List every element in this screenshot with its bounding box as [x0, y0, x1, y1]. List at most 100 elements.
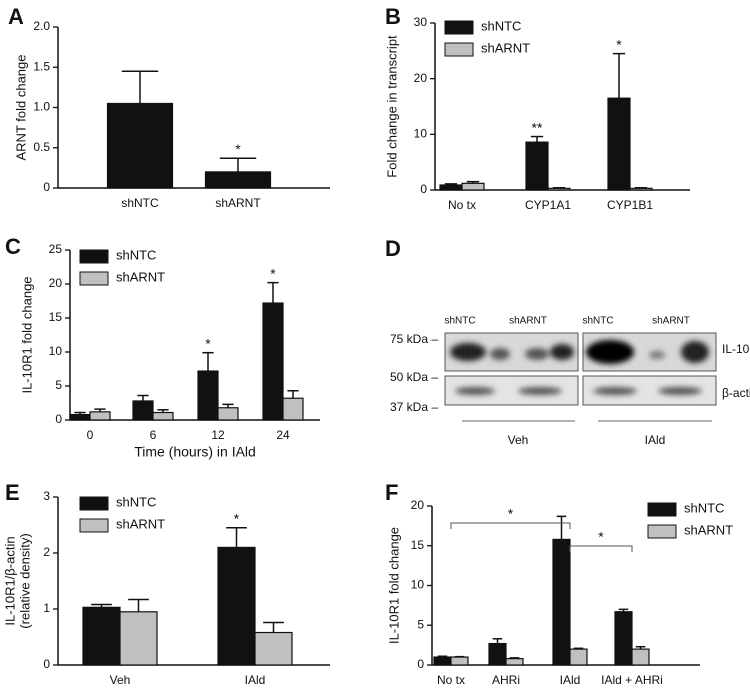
bracket — [569, 545, 633, 552]
panel-letter: E — [5, 480, 20, 505]
x-tick-label: 24 — [276, 428, 290, 442]
marker-label: 75 kDa – — [390, 332, 438, 346]
y-tick-label: 0 — [420, 182, 427, 196]
y-tick-label: 1.0 — [33, 100, 50, 114]
y-axis-label: ARNT fold change — [13, 55, 28, 161]
lane-label: shARNT — [509, 316, 547, 327]
legend-label: shNTC — [116, 247, 156, 262]
lane-label: shARNT — [652, 316, 690, 327]
marker-label: 50 kDa – — [390, 370, 438, 384]
bracket — [450, 522, 571, 529]
y-axis-label: IL-10R1/β-actin — [2, 536, 17, 625]
y-tick-label: 20 — [49, 276, 63, 290]
y-axis-label: IL-10R1 fold change — [386, 527, 401, 644]
x-axis-label: Time (hours) in IAld — [134, 444, 256, 460]
x-tick-label: CYP1B1 — [607, 198, 653, 212]
bar — [505, 658, 524, 666]
bar — [82, 606, 121, 666]
legend-label: shARNT — [684, 522, 733, 537]
legend-label: shNTC — [684, 500, 724, 515]
y-tick-label: 10 — [414, 127, 428, 141]
y-axis-label: (relative density) — [17, 533, 32, 628]
x-tick-label: AHRi — [492, 673, 520, 685]
legend-label: shNTC — [481, 18, 521, 33]
legend-swatch — [79, 496, 109, 511]
panel-letter: D — [385, 236, 401, 261]
y-tick-label: 5 — [55, 378, 62, 392]
legend-label: shARNT — [481, 40, 530, 55]
x-tick-label: IAld + AHRi — [601, 673, 663, 685]
legend-swatch — [79, 271, 109, 286]
lane-label: shNTC — [582, 316, 613, 327]
significance: * — [598, 529, 604, 545]
y-tick-label: 0 — [417, 657, 424, 671]
x-tick-label: No tx — [448, 198, 476, 212]
significance: * — [508, 506, 514, 522]
bar — [132, 400, 154, 421]
x-tick-label: 0 — [87, 428, 94, 442]
significance: * — [235, 141, 241, 157]
legend-swatch — [647, 524, 677, 539]
bar — [89, 411, 111, 421]
legend-label: shARNT — [116, 269, 165, 284]
x-tick-label: CYP1A1 — [525, 198, 571, 212]
bar — [433, 656, 452, 666]
bar — [197, 370, 219, 421]
y-tick-label: 0.5 — [33, 140, 50, 154]
y-tick-label: 10 — [411, 578, 425, 592]
legend-swatch — [444, 20, 474, 35]
y-tick-label: 20 — [414, 71, 428, 85]
x-tick-label: No tx — [437, 673, 465, 685]
bar — [547, 187, 571, 191]
y-tick-label: 0 — [43, 180, 50, 194]
bar — [629, 187, 653, 191]
x-tick-label: shNTC — [121, 196, 159, 210]
y-tick-label: 15 — [411, 538, 425, 552]
y-tick-label: 15 — [49, 310, 63, 324]
x-tick-label: 12 — [211, 428, 225, 442]
y-tick-label: 2.0 — [33, 19, 50, 33]
bar — [439, 184, 463, 191]
significance: * — [270, 265, 276, 281]
x-tick-label: IAld — [245, 673, 266, 685]
bar — [217, 407, 239, 421]
bar — [282, 397, 304, 421]
y-axis-label: IL-10R1 fold change — [19, 276, 34, 393]
bar — [152, 411, 174, 421]
significance: * — [205, 335, 211, 351]
legend-swatch — [79, 518, 109, 533]
bar — [552, 538, 571, 666]
panel-letter: A — [8, 4, 24, 29]
bar — [204, 171, 272, 189]
protein-label: β-actin — [722, 386, 750, 400]
x-tick-label: Veh — [110, 673, 131, 685]
x-tick-label: IAld — [560, 673, 581, 685]
bar — [217, 546, 256, 666]
legend-swatch — [647, 502, 677, 517]
bar — [614, 611, 633, 666]
significance: * — [234, 511, 240, 527]
legend-label: shNTC — [116, 494, 156, 509]
bar — [607, 97, 631, 191]
y-tick-label: 1 — [43, 601, 50, 615]
y-tick-label: 5 — [417, 617, 424, 631]
y-axis-label: Fold change in transcript — [384, 35, 399, 178]
legend-swatch — [444, 42, 474, 57]
legend-label: shARNT — [116, 516, 165, 531]
y-tick-label: 0 — [55, 412, 62, 426]
bar — [262, 302, 284, 421]
bar — [461, 182, 485, 191]
panel-letter: B — [385, 4, 401, 29]
blot-bands — [450, 340, 709, 395]
group-label: Veh — [508, 433, 529, 447]
significance: * — [616, 36, 622, 52]
panel-letter: C — [5, 234, 21, 259]
bar — [106, 102, 174, 189]
y-tick-label: 25 — [49, 242, 63, 256]
significance: ** — [532, 119, 543, 135]
y-tick-label: 0 — [43, 657, 50, 671]
lane-label: shNTC — [444, 316, 475, 327]
legend-swatch — [79, 249, 109, 264]
protein-label: IL-10R1 — [722, 342, 750, 356]
